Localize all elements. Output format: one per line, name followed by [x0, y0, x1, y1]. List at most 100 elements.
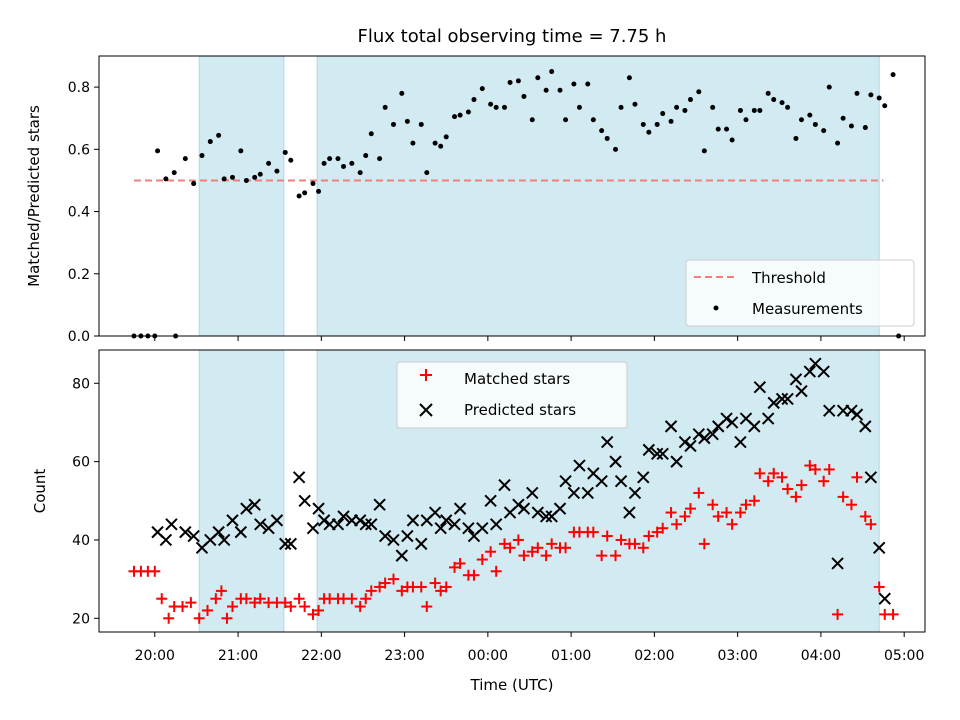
matched-star-point: [776, 471, 788, 483]
y-tick-label: 20: [72, 611, 90, 627]
matched-star-point: [712, 510, 724, 522]
matched-star-point: [818, 475, 830, 487]
chart-title: Flux total observing time = 7.75 h: [358, 26, 667, 47]
legend-measurements-label: Measurements: [752, 300, 863, 318]
measurement-point: [230, 174, 236, 180]
matched-star-point: [396, 585, 408, 597]
predicted-star-point: [165, 518, 178, 531]
matched-star-point: [601, 530, 613, 542]
matched-star-point: [454, 557, 466, 569]
matched-star-point: [707, 499, 719, 511]
measurement-point: [488, 101, 494, 107]
matched-star-point: [809, 463, 821, 475]
measurement-point: [613, 146, 619, 152]
legend-matched-swatch: [420, 369, 432, 381]
predicted-star-point: [623, 506, 636, 519]
predicted-star-point: [775, 392, 789, 406]
matched-star-point: [429, 577, 441, 589]
x-tick-label: 04:00: [801, 648, 841, 664]
predicted-star-point: [795, 384, 808, 398]
predicted-star-point: [567, 486, 581, 500]
matched-star-point: [193, 612, 205, 624]
measurement-point: [835, 140, 841, 146]
legend-predicted-swatch: [419, 403, 433, 417]
predicted-star-point: [187, 529, 200, 543]
predicted-star-point: [878, 592, 891, 605]
measurement-point: [668, 118, 674, 124]
measurement-point: [515, 78, 521, 84]
predicted-star-point: [317, 514, 331, 527]
predicted-star-point: [823, 404, 836, 417]
legend-predicted-label: Predicted stars: [464, 401, 576, 419]
measurement-point: [826, 84, 832, 90]
matched-star-point: [526, 546, 538, 558]
predicted-star-point: [845, 404, 858, 417]
matched-star-point: [365, 585, 377, 597]
matched-star-point: [643, 530, 655, 542]
matched-star-point: [740, 499, 752, 511]
measurement-point: [377, 156, 383, 162]
matched-star-point: [156, 593, 168, 605]
matched-star-point: [532, 542, 544, 554]
x-tick-label: 22:00: [301, 648, 341, 664]
measurement-point: [171, 170, 177, 176]
predicted-star-point: [476, 522, 489, 535]
matched-star-point: [346, 593, 358, 605]
measurement-point: [599, 128, 605, 134]
predicted-star-point: [359, 518, 372, 531]
matched-star-point: [540, 550, 552, 562]
matched-star-point: [379, 577, 391, 589]
bottom-y-axis-label: Count: [31, 469, 49, 514]
measurement-point: [507, 79, 513, 85]
measurement-point: [302, 190, 308, 196]
measurement-point: [779, 100, 785, 106]
matched-star-point: [832, 608, 844, 620]
matched-star-point: [421, 601, 433, 613]
matched-star-point: [279, 597, 291, 609]
predicted-star-point: [226, 514, 239, 527]
measurement-point: [710, 104, 716, 110]
predicted-star-point: [353, 514, 367, 527]
measurement-point: [457, 112, 463, 118]
predicted-star-point: [373, 498, 386, 511]
top-panel: 0.00.20.40.60.8 Matched/Predicted stars …: [25, 55, 926, 345]
measurement-point: [674, 104, 680, 110]
matched-star-point: [387, 573, 399, 585]
predicted-star-point: [706, 428, 719, 441]
measurement-point: [288, 157, 294, 163]
measurement-point: [404, 118, 410, 124]
predicted-star-point: [609, 455, 622, 468]
predicted-star-point: [761, 412, 775, 425]
measurement-point: [576, 104, 582, 110]
predicted-star-point: [664, 420, 678, 433]
measurement-point: [862, 125, 868, 131]
measurement-point: [368, 131, 374, 137]
measurement-point: [216, 132, 222, 138]
measurement-point: [399, 90, 405, 96]
measurement-point: [296, 193, 302, 199]
matched-star-point: [790, 491, 802, 503]
measurement-point: [432, 140, 438, 146]
measurement-point: [848, 123, 854, 129]
matched-star-point: [546, 538, 558, 550]
measurement-point: [221, 176, 227, 182]
predicted-star-point: [817, 365, 830, 378]
predicted-star-point: [279, 537, 292, 551]
x-tick-label: 00:00: [468, 648, 508, 664]
y-tick-label: 80: [72, 376, 90, 392]
predicted-star-point: [484, 494, 497, 507]
matched-star-point: [629, 538, 641, 550]
matched-star-point: [657, 522, 669, 534]
measurement-point: [410, 140, 416, 146]
matched-star-point: [163, 612, 175, 624]
y-tick-label: 40: [72, 533, 90, 549]
matched-star-point: [249, 597, 261, 609]
measurement-point: [696, 89, 702, 95]
top-y-axis-label: Matched/Predicted stars: [25, 105, 43, 287]
measurement-point: [390, 121, 396, 127]
matched-star-point: [721, 507, 733, 519]
measurement-point: [382, 104, 388, 110]
measurement-point: [502, 104, 508, 110]
predicted-star-point: [650, 447, 664, 460]
